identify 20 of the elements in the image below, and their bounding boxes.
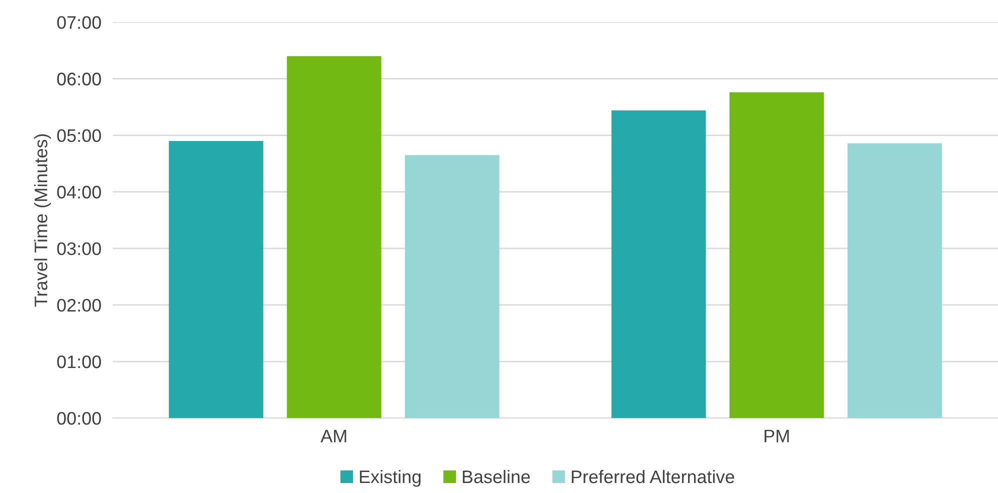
legend-label: Existing: [360, 470, 421, 487]
y-tick-label: 07:00: [57, 16, 101, 29]
bar: [729, 92, 824, 418]
y-tick-label: 06:00: [57, 72, 101, 86]
x-tick-label: PM: [764, 430, 789, 442]
legend-label: Preferred Alternative: [572, 470, 734, 484]
y-tick-label: 05:00: [57, 129, 101, 142]
y-tick-label: 00:00: [57, 412, 101, 425]
bar: [848, 143, 942, 418]
y-tick-label: 03:00: [57, 242, 101, 256]
y-tick-label: 01:00: [57, 355, 101, 368]
y-tick-label: 02:00: [57, 298, 101, 312]
bar: [168, 140, 264, 418]
x-tick-label: AM: [320, 430, 346, 442]
legend-label: Baseline: [462, 470, 530, 484]
bar: [286, 56, 382, 418]
bar: [611, 110, 706, 418]
y-axis-title: Travel Time (Minutes): [34, 134, 51, 307]
bar: [404, 155, 500, 418]
y-tick-label: 04:00: [57, 186, 101, 199]
